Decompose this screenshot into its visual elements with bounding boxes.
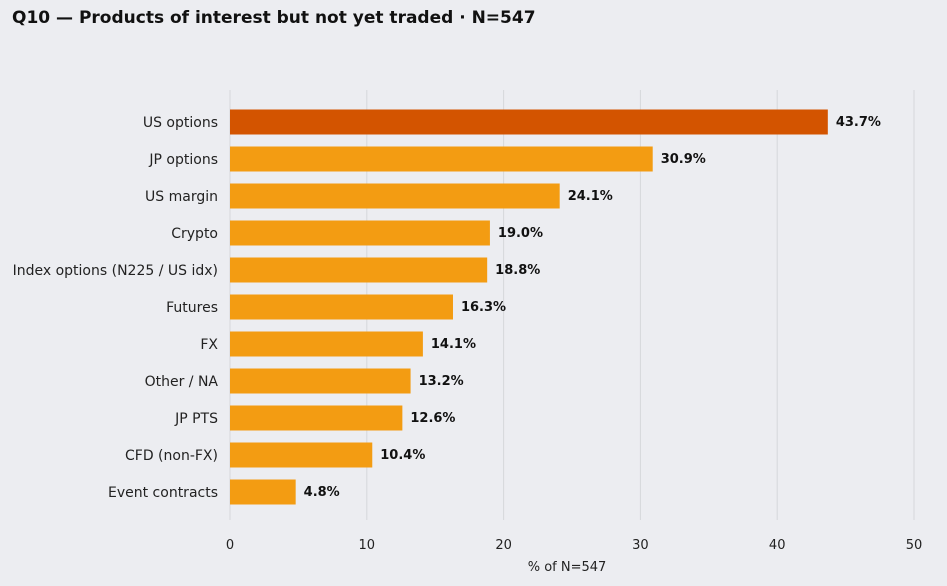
bar [230,368,411,394]
value-label: 10.4% [380,448,425,463]
x-axis-title: % of N=547 [528,560,607,575]
category-label: Index options (N225 / US idx) [13,263,218,279]
category-label: Crypto [171,226,218,242]
bar [230,405,403,431]
bar [230,183,560,209]
x-tick-label: 50 [906,538,923,553]
bar [230,479,296,505]
value-label: 18.8% [495,263,540,278]
value-label: 4.8% [304,485,340,500]
value-label: 43.7% [836,115,881,130]
x-tick-label: 30 [632,538,649,553]
value-label: 30.9% [661,152,706,167]
bar [230,220,490,246]
chart-title: Q10 — Products of interest but not yet t… [12,8,536,28]
category-label: US margin [145,189,218,205]
x-tick-label: 0 [226,538,234,553]
value-label: 16.3% [461,300,506,315]
category-labels: US options JP options US margin Crypto Index… [13,115,219,501]
x-tick-label: 10 [359,538,376,553]
value-label: 13.2% [419,374,464,389]
x-tick-label: 20 [495,538,512,553]
bar [230,109,828,135]
category-label: FX [200,337,218,353]
value-labels: 43.7% 30.9% 24.1% 19.0% 18.8% 16.3% 14.1% 13.2%… [304,115,881,500]
value-label: 14.1% [431,337,476,352]
x-tick-labels: 0 10 20 30 40 50 [226,538,922,553]
value-label: 12.6% [410,411,455,426]
bar [230,331,423,357]
category-label: US options [143,115,218,131]
bar-layer [230,109,828,505]
bar [230,257,488,283]
category-label: Event contracts [108,485,218,501]
bar [230,442,373,468]
bar [230,146,653,172]
category-label: JP PTS [174,411,218,427]
category-label: JP options [148,152,218,168]
category-label: Other / NA [145,374,219,390]
x-tick-label: 40 [769,538,786,553]
category-label: CFD (non-FX) [125,448,218,464]
value-label: 24.1% [568,189,613,204]
bar [230,294,453,320]
value-label: 19.0% [498,226,543,241]
category-label: Futures [166,300,218,316]
